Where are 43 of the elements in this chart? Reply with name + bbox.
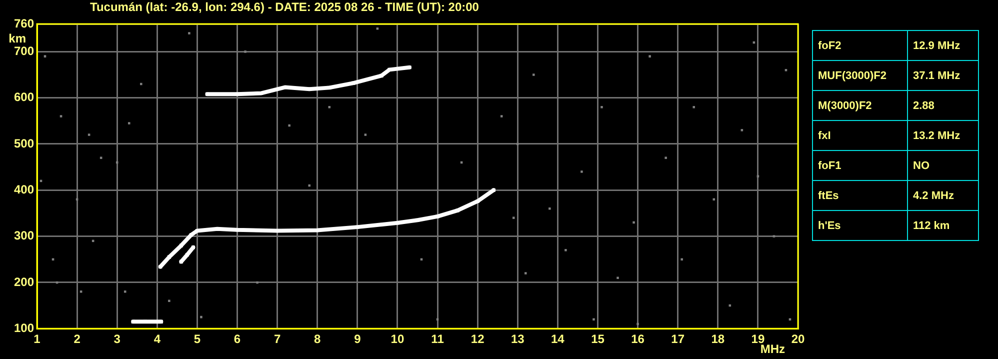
text: fxI xyxy=(812,120,908,150)
x-tick-label: 11 xyxy=(431,332,444,346)
y-tick-label: 700 xyxy=(14,44,34,58)
x-tick-label: 6 xyxy=(234,332,241,346)
y-tick-label: 100 xyxy=(14,320,34,335)
x-tick-label: 10 xyxy=(390,332,404,346)
x-tick-label: 1 xyxy=(34,332,41,346)
x-tick-label: 18 xyxy=(711,332,725,346)
y-tick-label: 500 xyxy=(14,136,34,150)
text: MUF(3000)F2 xyxy=(812,60,908,90)
chart-title: Tucumán (lat: -26.9, lon: 294.6) - DATE: 2025 08 26 - TIME (UT): 20:00 xyxy=(90,0,479,14)
x-tick-label: 3 xyxy=(114,332,121,346)
text: 4.2 MHz xyxy=(908,180,978,210)
text: h'Es xyxy=(812,210,908,240)
text: 112 km xyxy=(908,210,978,240)
x-tick-label: 12 xyxy=(470,332,485,346)
x-tick-label: 20 xyxy=(791,332,805,346)
y-tick-label: 400 xyxy=(14,182,34,196)
text: NO xyxy=(908,150,978,180)
y-tick-label: 600 xyxy=(14,90,34,104)
x-tick-label: 13 xyxy=(510,332,525,346)
x-tick-label: 9 xyxy=(354,332,362,346)
text: foF1 xyxy=(812,150,908,180)
text: M(3000)F2 xyxy=(812,90,908,120)
text: foF2 xyxy=(812,30,908,60)
x-tick-label: 8 xyxy=(314,332,322,346)
y-tick-label: 200 xyxy=(14,274,34,289)
y-tick-label: 760 xyxy=(14,16,34,30)
y-axis-title: km xyxy=(8,31,26,46)
text: 13.2 MHz xyxy=(908,120,978,150)
text: ftEs xyxy=(812,180,908,210)
x-tick-label: 2 xyxy=(74,332,81,346)
x-tick-label: 14 xyxy=(551,332,565,346)
text: 2.88 xyxy=(908,90,978,120)
x-tick-label: 17 xyxy=(671,332,685,346)
text: 37.1 MHz xyxy=(908,60,978,90)
y-tick-label: 300 xyxy=(14,228,34,243)
x-tick-label: 5 xyxy=(194,332,201,346)
x-tick-label: 16 xyxy=(631,332,645,346)
x-tick-label: 4 xyxy=(154,332,161,346)
x-tick-label: 7 xyxy=(274,332,281,346)
text: 12.9 MHz xyxy=(908,30,978,60)
x-tick-label: 15 xyxy=(591,332,605,346)
